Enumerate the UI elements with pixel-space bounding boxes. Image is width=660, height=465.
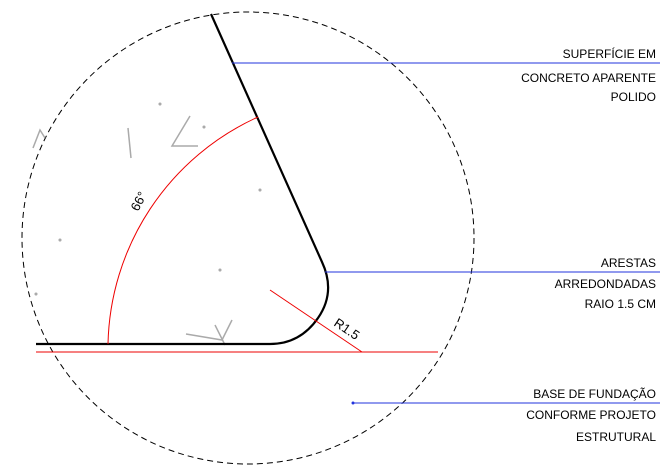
annotation-text: RAIO 1.5 CM bbox=[585, 297, 656, 311]
aggregate bbox=[32, 102, 262, 346]
angle-label: 66° bbox=[127, 189, 149, 213]
angle-arc bbox=[107, 116, 259, 345]
annotation-text: POLIDO bbox=[611, 90, 656, 104]
annotation-text: ESTRUTURAL bbox=[576, 430, 656, 444]
annotation-text: CONFORME PROJETO bbox=[526, 408, 656, 422]
detail-circle bbox=[21, 11, 475, 465]
annotation-text: BASE DE FUNDAÇÃO bbox=[533, 387, 656, 401]
annotation-text: ARREDONDADAS bbox=[555, 277, 656, 291]
radius-label: R1.5 bbox=[331, 315, 362, 343]
leaders bbox=[232, 62, 660, 404]
leader-dot bbox=[351, 401, 355, 405]
annotation-text: CONCRETO APARENTE bbox=[521, 71, 656, 85]
annotation-text: SUPERFÍCIE EM bbox=[563, 46, 656, 61]
concrete-profile bbox=[36, 13, 330, 346]
annotation-text: ARESTAS bbox=[601, 256, 656, 270]
radius-line bbox=[269, 289, 363, 353]
